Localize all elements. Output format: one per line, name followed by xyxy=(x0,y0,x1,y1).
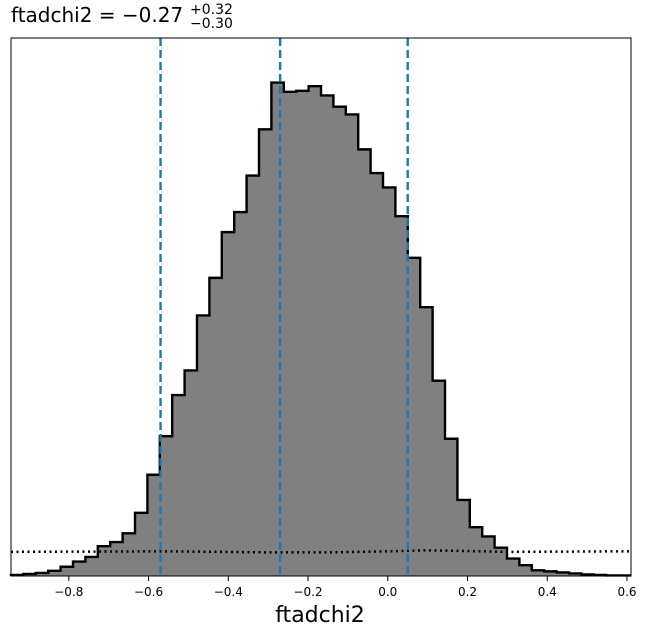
axes-frame xyxy=(10,37,632,577)
histogram-bar xyxy=(308,86,322,577)
histogram-bar xyxy=(569,573,582,576)
histogram-bar xyxy=(445,438,458,576)
x-tick-label: −0.6 xyxy=(134,585,163,599)
histogram-bar xyxy=(358,149,371,576)
histogram-bar xyxy=(283,91,297,576)
histogram-bar xyxy=(333,106,347,576)
histogram-bar xyxy=(60,566,74,576)
histogram-bar xyxy=(259,129,272,577)
histogram-bar xyxy=(507,558,520,576)
histogram-bar xyxy=(370,173,384,577)
x-tick-label: 0.2 xyxy=(458,585,477,599)
histogram-bar xyxy=(234,212,247,576)
x-tick-label: 0.4 xyxy=(538,585,557,599)
histogram-bar xyxy=(519,565,533,576)
histogram-bar xyxy=(135,512,148,576)
histogram-bar xyxy=(395,216,409,576)
histogram-bar xyxy=(271,82,285,576)
histogram-outline xyxy=(9,81,631,577)
histogram-bar xyxy=(420,307,433,576)
title-lower-error: −0.30 xyxy=(190,16,233,32)
chart-title: ftadchi2 = −0.27 +0.32 −0.30 xyxy=(11,2,233,32)
title-upper-error: +0.32 xyxy=(190,2,233,18)
histogram-bar xyxy=(221,232,235,576)
histogram-bar xyxy=(147,474,161,576)
histogram-bar xyxy=(494,547,508,576)
histogram-bar xyxy=(531,570,545,576)
histogram-bar xyxy=(85,556,99,576)
histogram-bar xyxy=(432,380,446,576)
x-axis-ticks: −0.8 −0.6 −0.4 −0.2 0.0 0.2 0.4 0.6 xyxy=(54,576,637,599)
histogram-bar xyxy=(197,315,210,576)
histogram-bar xyxy=(407,257,421,576)
histogram-bar xyxy=(35,572,49,576)
histogram-bar xyxy=(482,536,495,576)
histogram-bar xyxy=(457,499,471,576)
x-tick-label: −0.8 xyxy=(54,585,83,599)
x-tick-label: 0.6 xyxy=(617,585,636,599)
x-tick-label: −0.4 xyxy=(214,585,243,599)
histogram-bar xyxy=(556,572,570,576)
title-parameter-median: ftadchi2 = −0.27 xyxy=(11,3,183,27)
histogram-bar xyxy=(48,570,61,576)
histogram-bar xyxy=(97,546,111,576)
x-tick-label: −0.2 xyxy=(293,585,322,599)
histogram-bar xyxy=(122,533,136,576)
x-axis-label: ftadchi2 xyxy=(275,603,365,628)
plot-area xyxy=(9,38,632,577)
histogram-bar xyxy=(296,90,309,576)
histogram-bar xyxy=(246,175,260,576)
histogram-bar xyxy=(544,571,557,576)
histogram-bar xyxy=(159,436,173,576)
histogram-bar xyxy=(321,95,334,576)
histogram-bar xyxy=(383,187,396,576)
histogram-bar xyxy=(184,370,198,576)
prior-line xyxy=(10,549,632,554)
histogram-bar xyxy=(110,542,123,576)
histogram-bar xyxy=(209,277,223,576)
x-tick-label: 0.0 xyxy=(378,585,397,599)
histogram-bar xyxy=(73,561,86,576)
histogram-bar xyxy=(469,527,483,576)
histogram-bar xyxy=(345,114,359,576)
histogram-bar xyxy=(172,395,185,576)
